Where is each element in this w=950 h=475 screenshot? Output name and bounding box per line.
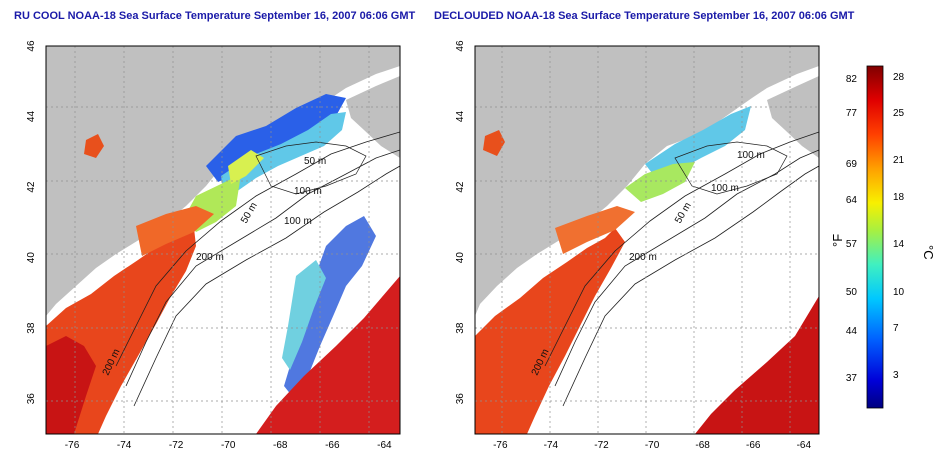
longitude-tick-label: -74 — [544, 440, 559, 451]
colorbar-fahrenheit-tick: 82 — [846, 74, 858, 85]
colorbar-celsius-tick: 14 — [893, 239, 905, 250]
land-mass — [475, 46, 819, 316]
sst-cool-gulf — [645, 106, 751, 182]
contour-label: 200 m — [629, 252, 657, 263]
latitude-tick-label: 40 — [26, 252, 37, 264]
longitude-tick-label: -68 — [273, 440, 288, 451]
colorbar-celsius-tick: 10 — [893, 287, 905, 298]
sst-bay — [228, 150, 264, 184]
map-frame — [45, 45, 401, 435]
colorbar-celsius-tick: 25 — [893, 108, 905, 119]
colorbar-celsius-tick: 7 — [893, 323, 899, 334]
contour-line — [115, 131, 400, 367]
sst-hot-gulf-stream — [695, 296, 819, 434]
contour-label: 100 m — [294, 186, 322, 197]
latitude-tick-label: 38 — [26, 322, 37, 334]
grid — [475, 46, 819, 434]
land-nova-scotia — [346, 76, 400, 158]
land-mass — [46, 46, 400, 316]
longitude-tick-label: -70 — [645, 440, 660, 451]
colorbar-celsius-tick: 3 — [893, 370, 899, 381]
contour-line — [674, 141, 788, 195]
colorbar-celsius-tick: 28 — [893, 72, 905, 83]
latitude-tick-label: 42 — [455, 181, 466, 193]
colorbar-fahrenheit-tick: 50 — [846, 287, 858, 298]
right-map-title: DECLOUDED NOAA-18 Sea Surface Temperatur… — [434, 10, 855, 22]
longitude-tick-label: -72 — [169, 440, 184, 451]
longitude-tick-label: -64 — [797, 440, 812, 451]
sst-cloud-speckle — [284, 216, 376, 396]
contour-line — [133, 165, 400, 407]
sst-hot-coast — [46, 336, 96, 434]
left-map: 50 m 100 m 100 m 50 m 200 m 200 m — [45, 45, 401, 435]
colorbar-celsius-tick: 21 — [893, 155, 905, 166]
grid — [46, 46, 400, 434]
latitude-tick-label: 42 — [26, 181, 37, 193]
longitude-tick-label: -66 — [746, 440, 761, 451]
colorbar-fahrenheit-tick: 77 — [846, 108, 858, 119]
longitude-tick-label: -64 — [377, 440, 392, 451]
contour-label: 200 m — [196, 252, 224, 263]
contour-line — [554, 149, 820, 387]
colorbar-fahrenheit-tick: 44 — [846, 326, 858, 337]
land-nova-scotia — [767, 76, 819, 158]
contour-line — [125, 149, 400, 387]
longitude-tick-label: -70 — [221, 440, 236, 451]
contour-label: 100 m — [737, 150, 765, 161]
sst-cool-gulf — [221, 112, 346, 196]
sst-warm-island — [483, 130, 505, 156]
contour-line — [544, 131, 820, 367]
latitude-tick-label: 38 — [455, 322, 466, 334]
latitude-tick-label: 40 — [455, 252, 466, 264]
colorbar: 82 77 69 64 57 50 44 37 28 25 21 18 14 10 7 3 °F °C — [830, 65, 936, 409]
right-map: 100 m 100 m 50 m 200 m 200 m — [474, 45, 820, 435]
latitude-tick-label: 36 — [455, 393, 466, 405]
sst-gulf-stream — [256, 276, 400, 434]
longitude-tick-label: -76 — [65, 440, 80, 451]
latitude-tick-label: 46 — [26, 40, 37, 52]
colorbar-fahrenheit-tick: 37 — [846, 373, 858, 384]
latitude-tick-label: 44 — [26, 111, 37, 123]
latitude-tick-label: 36 — [26, 393, 37, 405]
colorbar-fahrenheit-tick: 64 — [846, 195, 858, 206]
colorbar-gradient — [866, 65, 884, 409]
sst-warm-upper — [555, 206, 635, 254]
longitude-tick-label: -74 — [117, 440, 132, 451]
sst-speckle-island — [84, 134, 104, 158]
sst-speckle-light — [282, 260, 326, 370]
latitude-tick-label: 44 — [455, 111, 466, 123]
celsius-unit-label: °C — [921, 245, 936, 260]
sst-warm-upper — [136, 206, 214, 256]
colorbar-fahrenheit-tick: 57 — [846, 239, 858, 250]
contour-label: 50 m — [304, 156, 326, 167]
contour-line — [562, 165, 820, 407]
colorbar-fahrenheit-tick: 69 — [846, 159, 858, 170]
fahrenheit-unit-label: °F — [830, 234, 845, 247]
left-map-title: RU COOL NOAA-18 Sea Surface Temperature … — [14, 10, 416, 22]
contour-line — [255, 141, 367, 195]
longitude-tick-label: -66 — [325, 440, 340, 451]
contour-label: 100 m — [284, 216, 312, 227]
sst-mid-gulf — [625, 162, 695, 202]
latitude-tick-label: 46 — [455, 40, 466, 52]
map-frame — [474, 45, 820, 435]
longitude-tick-label: -68 — [695, 440, 710, 451]
colorbar-celsius-tick: 18 — [893, 192, 905, 203]
contour-label: 100 m — [711, 183, 739, 194]
longitude-tick-label: -76 — [493, 440, 508, 451]
longitude-tick-label: -72 — [594, 440, 609, 451]
